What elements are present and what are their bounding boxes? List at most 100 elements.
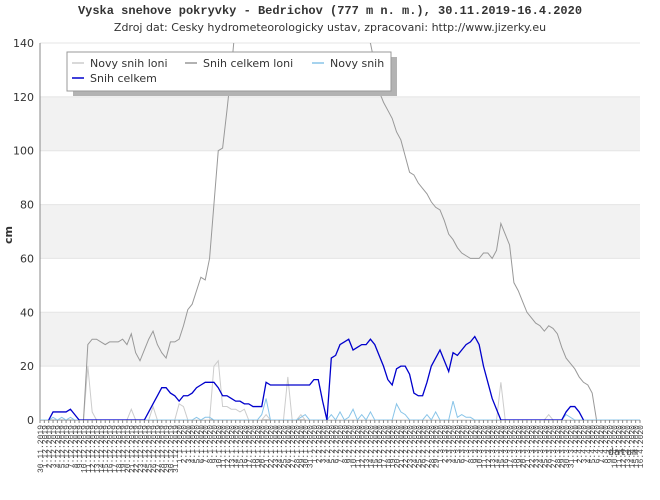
y-tick-label: 20 — [20, 360, 34, 373]
x-tick-label: 9.4.2020 — [607, 425, 616, 464]
x-tick-label: 16.3.2020 — [502, 425, 511, 468]
x-tick-label: 30.3.2020 — [563, 425, 572, 468]
x-tick-label: 14.1.2020 — [233, 425, 242, 468]
x-tick-label: 8.12.2019 — [72, 425, 81, 468]
x-tick-label: 19.1.2020 — [254, 425, 263, 468]
x-tick-label: 11.2.2020 — [354, 425, 363, 468]
grid-band — [40, 96, 640, 151]
x-tick-label: 17.3.2020 — [507, 425, 516, 468]
x-tick-label: 10.1.2020 — [215, 425, 224, 468]
x-tick-label: 3.1.2020 — [185, 425, 194, 464]
x-tick-label: 29.12.2019 — [163, 425, 172, 473]
x-tick-label: 3.2.2020 — [320, 425, 329, 464]
x-tick-label: 8.4.2020 — [602, 425, 611, 464]
legend-label: Snih celkem — [90, 72, 157, 85]
x-tick-label: 24.12.2019 — [141, 425, 150, 473]
x-tick-label: 26.1.2020 — [285, 425, 294, 468]
x-tick-label: 12.1.2020 — [224, 425, 233, 468]
x-tick-label: 20.12.2019 — [124, 425, 133, 473]
x-tick-label: 24.3.2020 — [537, 425, 546, 468]
x-tick-label: 18.1.2020 — [250, 425, 259, 468]
x-tick-label: 1.2.2020 — [311, 425, 320, 464]
x-tick-label: 11.3.2020 — [480, 425, 489, 468]
x-tick-label: 10.3.2020 — [476, 425, 485, 468]
x-tick-label: 4.3.2020 — [450, 425, 459, 464]
x-tick-label: 21.3.2020 — [524, 425, 533, 468]
x-tick-label: 22.2.2020 — [402, 425, 411, 468]
x-tick-label: 19.12.2019 — [120, 425, 129, 473]
x-tick-label: 27.2.2020 — [424, 425, 433, 468]
legend: Novy snih loni Snih celkem loni Novy snih S… — [66, 51, 397, 96]
x-tick-label: 24.2.2020 — [411, 425, 420, 468]
x-tick-label: 29.1.2020 — [298, 425, 307, 468]
x-tick-label: 7.1.2020 — [202, 425, 211, 464]
x-tick-label: 12.12.2019 — [89, 425, 98, 473]
x-tick-label: 20.2.2020 — [394, 425, 403, 468]
series-line — [48, 335, 585, 420]
x-tick-label: 25.2.2020 — [415, 425, 424, 468]
x-tick-label: 4.2.2020 — [324, 425, 333, 464]
x-tick-label: 16.2.2020 — [376, 425, 385, 468]
chart-title: Vyska snehove pokryvky - Bedrichov (777 … — [78, 4, 582, 18]
y-axis-label: cm — [2, 226, 15, 244]
grid-band — [40, 204, 640, 259]
x-tick-label: 17.12.2019 — [111, 425, 120, 473]
y-tick-label: 0 — [27, 414, 34, 427]
x-tick-label: 10.2.2020 — [350, 425, 359, 468]
x-tick-label: 15.4.2020 — [633, 425, 642, 468]
x-tick-label: 27.1.2020 — [289, 425, 298, 468]
x-tick-label: 5.1.2020 — [194, 425, 203, 464]
y-tick-label: 100 — [13, 145, 34, 158]
x-tick-label: 1.3.2020 — [437, 425, 446, 464]
x-tick-label: 8.1.2020 — [207, 425, 216, 464]
x-tick-label: 11.12.2019 — [85, 425, 94, 473]
x-tick-label: 21.1.2020 — [263, 425, 272, 468]
x-tick-label: 2.2.2020 — [315, 425, 324, 464]
x-tick-label: 7.3.2020 — [463, 425, 472, 464]
legend-box — [66, 51, 392, 92]
x-tick-label: 10.12.2019 — [80, 425, 89, 473]
x-tick-label: 3.3.2020 — [446, 425, 455, 464]
x-tick-label: 23.1.2020 — [272, 425, 281, 468]
x-tick-label: 13.12.2019 — [94, 425, 103, 473]
x-tick-label: 9.2.2020 — [346, 425, 355, 464]
x-tick-label: 1.4.2020 — [572, 425, 581, 464]
x-tick-label: 5.2.2020 — [328, 425, 337, 464]
x-tick-label: 25.12.2019 — [146, 425, 155, 473]
x-tick-label: 1.1.2020 — [176, 425, 185, 464]
x-tick-label: 23.12.2019 — [137, 425, 146, 473]
x-tick-label: 11.4.2020 — [615, 425, 624, 468]
x-tick-label: 13.2.2020 — [363, 425, 372, 468]
x-tick-label: 28.3.2020 — [554, 425, 563, 468]
x-tick-label: 3.12.2019 — [50, 425, 59, 468]
x-tick-label: 8.3.2020 — [467, 425, 476, 464]
x-tick-label: 22.1.2020 — [267, 425, 276, 468]
x-tick-label: 14.2.2020 — [367, 425, 376, 468]
x-tick-label: 3.4.2020 — [580, 425, 589, 464]
x-tick-label: 4.12.2019 — [54, 425, 63, 468]
y-tick-label: 80 — [20, 199, 34, 212]
x-tick-label: 26.12.2019 — [150, 425, 159, 473]
x-tick-label: 15.2.2020 — [372, 425, 381, 468]
x-tick-label: 2.12.2019 — [46, 425, 55, 468]
x-tick-label: 12.4.2020 — [620, 425, 629, 468]
x-tick-label: 15.12.2019 — [102, 425, 111, 473]
x-tick-label: 6.1.2020 — [198, 425, 207, 464]
x-tick-label: 19.3.2020 — [515, 425, 524, 468]
x-tick-label: 7.2.2020 — [337, 425, 346, 464]
x-tick-label: 1.12.2019 — [41, 425, 50, 468]
y-tick-label: 140 — [13, 37, 34, 50]
x-tick-label: 14.4.2020 — [628, 425, 637, 468]
x-axis-label: datum — [608, 447, 638, 459]
legend-label: Snih celkem loni — [203, 57, 293, 70]
x-tick-label: 18.2.2020 — [385, 425, 394, 468]
x-tick-label: 15.1.2020 — [237, 425, 246, 468]
x-tick-label: 30.11.2019 — [37, 425, 46, 473]
x-tick-label: 2.3.2020 — [441, 425, 450, 464]
x-tick-label: 20.1.2020 — [259, 425, 268, 468]
x-tick-label: 12.2.2020 — [359, 425, 368, 468]
grid-band — [40, 312, 640, 367]
x-tick-label: 19.2.2020 — [389, 425, 398, 468]
x-tick-label: 29.2.2020 — [433, 425, 442, 468]
